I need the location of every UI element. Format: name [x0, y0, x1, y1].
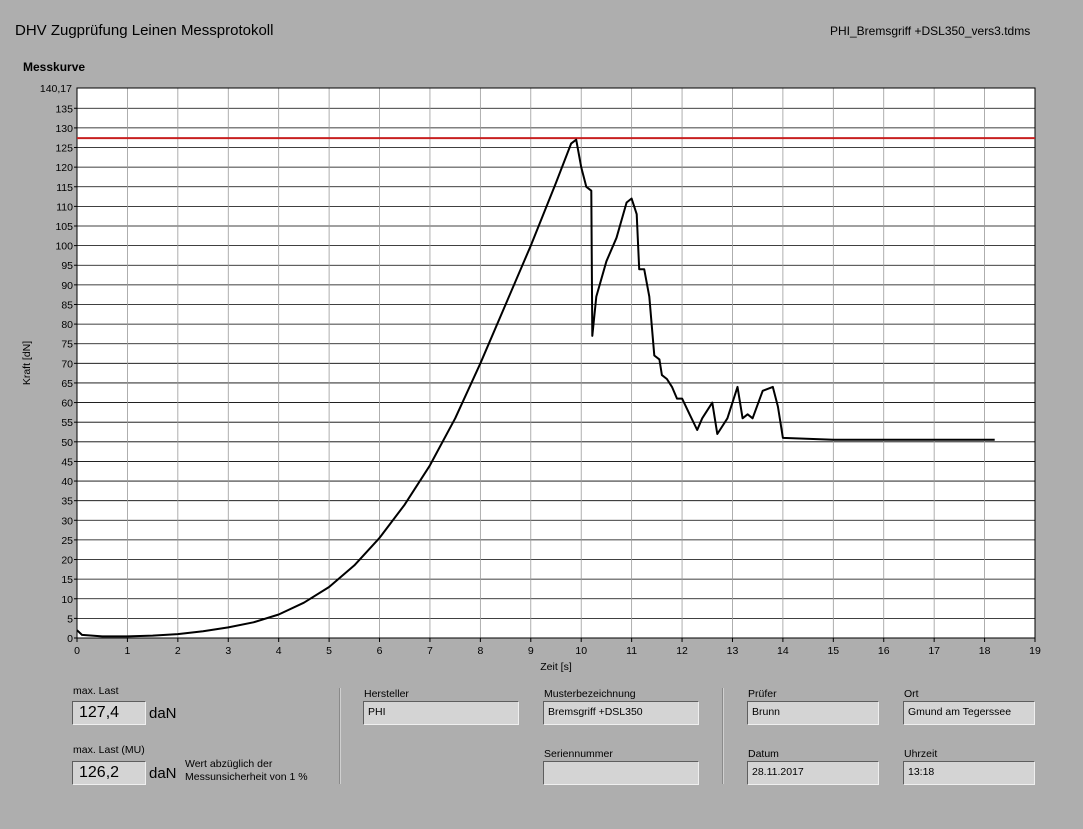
y-max-label: 140,17 [40, 83, 72, 95]
manufacturer-field[interactable]: PHI [363, 701, 519, 725]
x-tick-label: 13 [727, 645, 739, 657]
y-tick-label: 70 [61, 358, 73, 370]
inspector-field[interactable]: Brunn [747, 701, 879, 725]
x-tick-label: 16 [878, 645, 890, 657]
x-tick-label: 18 [979, 645, 991, 657]
x-tick-label: 14 [777, 645, 789, 657]
y-tick-label: 45 [61, 456, 73, 468]
y-tick-label: 90 [61, 280, 73, 292]
max-load-mu-value: 126,2 [72, 761, 146, 785]
y-tick-label: 130 [55, 123, 73, 135]
y-tick-label: 100 [55, 241, 73, 253]
y-tick-label: 55 [61, 417, 73, 429]
max-load-label: max. Last [73, 685, 119, 697]
x-tick-label: 8 [477, 645, 483, 657]
x-tick-label: 7 [427, 645, 433, 657]
max-load-unit: daN [149, 705, 177, 722]
x-tick-label: 1 [124, 645, 130, 657]
separator [339, 688, 341, 784]
x-tick-label: 12 [676, 645, 688, 657]
force-time-chart: 0510152025303540455055606570758085909510… [21, 83, 1041, 673]
x-tick-label: 3 [225, 645, 231, 657]
y-tick-label: 120 [55, 162, 73, 174]
separator [722, 688, 724, 784]
max-load-mu-label: max. Last (MU) [73, 744, 145, 756]
y-tick-label: 30 [61, 515, 73, 527]
y-tick-label: 25 [61, 535, 73, 547]
x-tick-label: 5 [326, 645, 332, 657]
model-label: Musterbezeichnung [544, 688, 636, 700]
max-load-mu-unit: daN [149, 765, 177, 782]
location-label: Ort [904, 688, 919, 700]
y-tick-label: 20 [61, 555, 73, 567]
x-tick-label: 15 [827, 645, 839, 657]
date-field[interactable]: 28.11.2017 [747, 761, 879, 785]
inspector-label: Prüfer [748, 688, 777, 700]
y-tick-label: 10 [61, 594, 73, 606]
x-tick-label: 2 [175, 645, 181, 657]
y-tick-label: 40 [61, 476, 73, 488]
x-tick-label: 6 [377, 645, 383, 657]
y-tick-label: 95 [61, 260, 73, 272]
x-axis-ticks: 0 1 2 3 4 5 6 7 8 9 10 11 12 13 14 15 16 17 18 19 [74, 638, 1041, 657]
time-label: Uhrzeit [904, 748, 938, 760]
x-tick-label: 10 [575, 645, 587, 657]
grid [76, 87, 1036, 639]
y-axis-label: Kraft [dN] [21, 341, 33, 385]
y-tick-label: 85 [61, 299, 73, 311]
y-tick-label: 15 [61, 574, 73, 586]
date-label: Datum [748, 748, 779, 760]
y-tick-label: 110 [56, 201, 73, 213]
max-load-value: 127,4 [72, 701, 146, 725]
x-tick-label: 11 [626, 645, 637, 657]
model-field[interactable]: Bremsgriff +DSL350 [543, 701, 699, 725]
x-tick-label: 0 [74, 645, 80, 657]
y-tick-label: 35 [61, 496, 73, 508]
y-tick-label: 125 [55, 143, 73, 155]
page-title: DHV Zugprüfung Leinen Messprotokoll [15, 22, 274, 39]
y-tick-label: 50 [61, 437, 73, 449]
y-tick-label: 60 [61, 398, 73, 410]
x-tick-label: 19 [1029, 645, 1041, 657]
y-tick-label: 0 [67, 633, 73, 645]
measurement-curve [76, 138, 995, 638]
y-axis-ticks: 0 5 10 15 20 25 30 35 40 45 50 55 60 65 70 75 80 85 90 95 10… [55, 103, 77, 645]
serial-field[interactable] [543, 761, 699, 785]
serial-label: Seriennummer [544, 748, 613, 760]
location-field[interactable]: Gmund am Tegerssee [903, 701, 1035, 725]
x-tick-label: 17 [928, 645, 940, 657]
y-tick-label: 75 [61, 339, 73, 351]
file-name: PHI_Bremsgriff +DSL350_vers3.tdms [830, 24, 1031, 38]
x-tick-label: 4 [276, 645, 282, 657]
y-tick-label: 5 [67, 613, 73, 625]
y-tick-label: 135 [55, 103, 73, 115]
y-tick-label: 80 [61, 319, 73, 331]
y-tick-label: 105 [55, 221, 73, 233]
x-tick-label: 9 [528, 645, 534, 657]
y-tick-label: 115 [56, 182, 73, 194]
x-axis-label: Zeit [s] [540, 661, 572, 673]
manufacturer-label: Hersteller [364, 688, 409, 700]
y-tick-label: 65 [61, 378, 73, 390]
time-field[interactable]: 13:18 [903, 761, 1035, 785]
chart-section-title: Messkurve [23, 60, 86, 74]
uncertainty-note: Wert abzüglich der Messunsicherheit von … [185, 758, 308, 783]
